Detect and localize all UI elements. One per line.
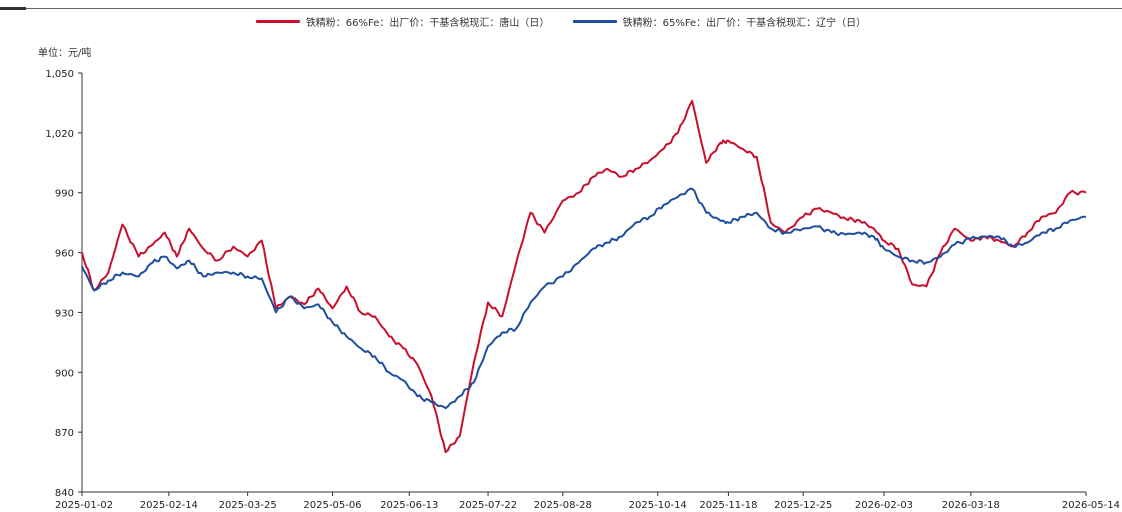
y-tick-label: 930 [55,308,74,319]
x-tick-label: 2025-08-28 [534,500,592,511]
series-line-tangshan-66fe [81,99,1087,454]
y-tick-label: 960 [55,249,74,260]
x-tick-label: 2025-02-14 [140,500,198,511]
x-tick-label: 2026-03-18 [942,500,1000,511]
y-tick-label: 840 [55,488,74,499]
legend-swatch-liaoning [572,20,617,23]
legend-item-tangshan[interactable]: 铁精粉：66%Fe：出厂价：干基含税现汇：唐山（日） [255,14,550,29]
legend: 铁精粉：66%Fe：出厂价：干基含税现汇：唐山（日） 铁精粉：65%Fe：出厂价… [0,14,1122,29]
unit-label: 单位：元/吨 [38,48,92,59]
y-tick-label: 990 [55,189,74,200]
x-tick-label: 2026-02-03 [855,500,913,511]
header-rule [26,8,1122,9]
x-tick-label: 2025-06-13 [380,500,438,511]
x-tick-label: 2025-03-25 [219,500,277,511]
legend-label-liaoning: 铁精粉：65%Fe：出厂价：干基含税现汇：辽宁（日） [622,18,867,29]
y-tick-label: 1,020 [45,129,74,140]
legend-label-tangshan: 铁精粉：66%Fe：出厂价：干基含税现汇：唐山（日） [305,18,550,29]
header-accent-bar [0,7,26,10]
legend-item-liaoning[interactable]: 铁精粉：65%Fe：出厂价：干基含税现汇：辽宁（日） [572,14,867,29]
x-tick-label: 2025-11-18 [699,500,757,511]
x-tick-label: 2025-10-14 [629,500,687,511]
y-tick-label: 900 [55,368,74,379]
legend-swatch-tangshan [255,20,300,23]
x-tick-label: 2025-07-22 [459,500,517,511]
x-tick-label: 2025-05-06 [303,500,361,511]
y-tick-label: 1,050 [45,69,74,80]
y-tick-label: 870 [55,428,74,439]
x-tick-label: 2025-12-25 [774,500,832,511]
x-tick-label: 2026-05-14 [1062,500,1120,511]
x-tick-label: 2025-01-02 [55,500,113,511]
series-line-liaoning-65fe [81,187,1086,410]
